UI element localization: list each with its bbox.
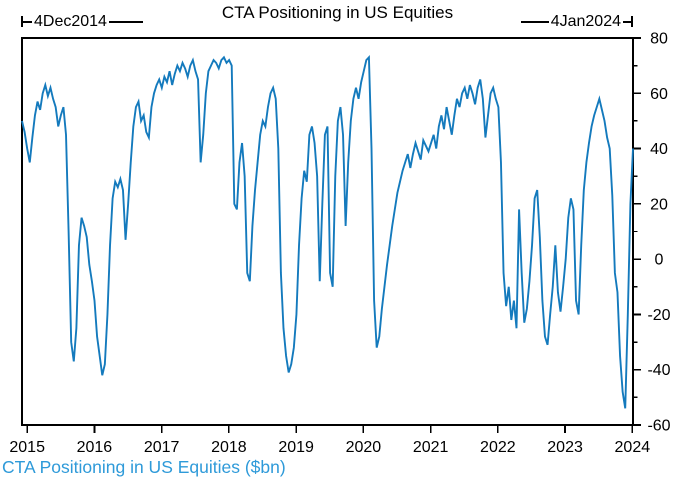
end-date-label: 4Jan2024	[550, 13, 621, 30]
x-axis-tick-label: 2019	[278, 439, 314, 456]
plot-frame	[21, 37, 634, 426]
y-axis-tick-label: 80	[650, 31, 668, 48]
x-axis-tick-label: 2023	[547, 439, 583, 456]
chart-caption: CTA Positioning in US Equities ($bn)	[2, 457, 286, 477]
y-axis-tick-label: -60	[647, 418, 670, 435]
y-axis-tick-label: -40	[647, 362, 670, 379]
end-date-annotation: 4Jan2024	[520, 13, 633, 30]
start-date-label: 4Dec2014	[34, 13, 107, 30]
chart-title: CTA Positioning in US Equities	[221, 3, 454, 22]
x-axis-tick-label: 2021	[413, 439, 449, 456]
range-start-bar	[21, 16, 23, 27]
y-axis-tick-label: -20	[647, 307, 670, 324]
range-start-line	[23, 20, 32, 23]
series-line	[21, 55, 634, 409]
x-axis-tick-label: 2017	[144, 439, 180, 456]
range-end-line	[623, 20, 631, 23]
x-axis-tick-label: 2024	[615, 439, 651, 456]
x-axis-tick-label: 2018	[211, 439, 247, 456]
range-end-lead-line	[520, 20, 549, 23]
x-axis-tick-label: 2016	[77, 439, 113, 456]
y-axis-tick-label: 0	[655, 252, 664, 269]
y-axis-tick-label: 20	[650, 196, 668, 213]
range-start-trail-line	[108, 20, 143, 23]
x-axis-tick-label: 2015	[9, 439, 45, 456]
x-axis-tick-label: 2020	[346, 439, 382, 456]
start-date-annotation: 4Dec2014	[21, 13, 143, 30]
y-axis-tick-label: 60	[650, 86, 668, 103]
y-axis-tick-label: 40	[650, 141, 668, 158]
range-end-bar	[631, 16, 633, 27]
x-axis-tick-label: 2022	[480, 439, 516, 456]
